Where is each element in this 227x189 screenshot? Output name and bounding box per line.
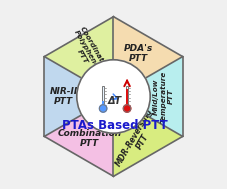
Bar xyxy=(102,86,104,106)
Bar xyxy=(126,89,128,106)
Circle shape xyxy=(123,105,131,112)
Text: Coordination
Polyphenol's
PTT: Coordination Polyphenol's PTT xyxy=(67,26,111,81)
Text: NIR-II
PTT: NIR-II PTT xyxy=(49,87,78,106)
Text: PDA's
PTT: PDA's PTT xyxy=(124,44,153,63)
Polygon shape xyxy=(44,97,114,176)
Polygon shape xyxy=(44,57,114,136)
Text: ΔT: ΔT xyxy=(108,96,122,106)
Bar xyxy=(126,86,128,106)
Circle shape xyxy=(99,105,107,112)
Text: Combination
PTT: Combination PTT xyxy=(57,129,121,148)
Text: Mild/Low
Temperature
PTT: Mild/Low Temperature PTT xyxy=(153,70,173,123)
Text: MDR-Reversing
PTT: MDR-Reversing PTT xyxy=(114,106,163,173)
Polygon shape xyxy=(114,57,183,136)
Bar xyxy=(102,101,104,106)
Circle shape xyxy=(77,60,150,133)
Text: PTAs Based PTT: PTAs Based PTT xyxy=(62,119,168,132)
Polygon shape xyxy=(114,97,183,176)
Polygon shape xyxy=(114,17,183,97)
Polygon shape xyxy=(44,17,114,97)
